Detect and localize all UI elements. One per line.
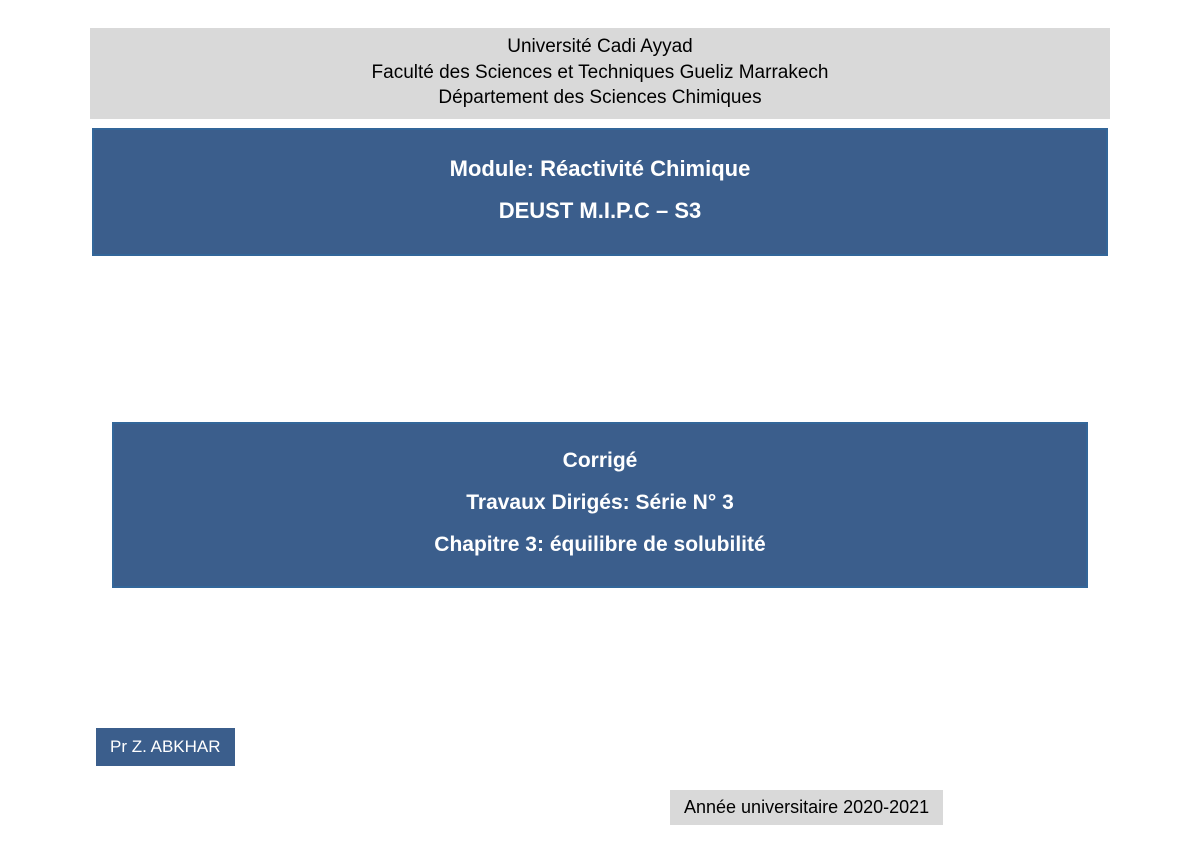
module-title: Module: Réactivité Chimique (94, 148, 1106, 190)
year-box: Année universitaire 2020-2021 (670, 790, 943, 825)
department-name: Département des Sciences Chimiques (90, 85, 1110, 111)
corrige-series: Travaux Dirigés: Série N° 3 (114, 482, 1086, 524)
university-header: Université Cadi Ayyad Faculté des Scienc… (90, 28, 1110, 119)
module-box: Module: Réactivité Chimique DEUST M.I.P.… (92, 128, 1108, 256)
author-box: Pr Z. ABKHAR (96, 728, 235, 766)
module-subtitle: DEUST M.I.P.C – S3 (94, 190, 1106, 232)
university-name: Université Cadi Ayyad (90, 34, 1110, 60)
faculty-name: Faculté des Sciences et Techniques Gueli… (90, 60, 1110, 86)
corrige-title: Corrigé (114, 440, 1086, 482)
academic-year: Année universitaire 2020-2021 (684, 797, 929, 817)
corrige-chapter: Chapitre 3: équilibre de solubilité (114, 524, 1086, 566)
author-name: Pr Z. ABKHAR (110, 737, 221, 756)
corrige-box: Corrigé Travaux Dirigés: Série N° 3 Chap… (112, 422, 1088, 588)
